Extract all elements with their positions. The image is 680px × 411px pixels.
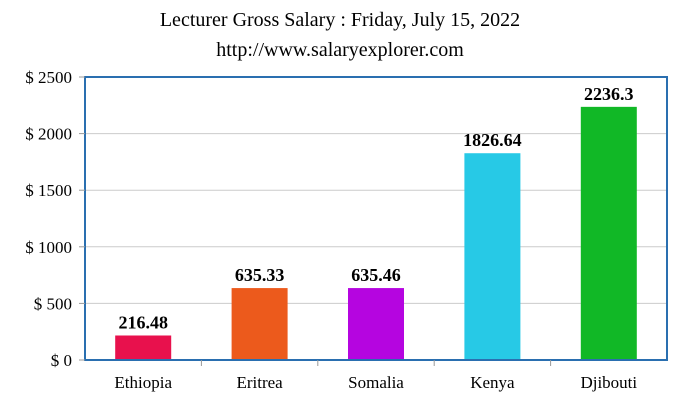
bar-somalia	[348, 288, 404, 360]
bar-eritrea	[231, 288, 288, 360]
x-tick-label: Kenya	[470, 373, 515, 392]
bar-kenya	[464, 153, 521, 360]
bars	[115, 106, 637, 361]
y-axis-ticks: $ 0 $ 500 $ 1000 $ 1500 $ 2000 $ 2500	[25, 68, 85, 370]
chart-title: Lecturer Gross Salary : Friday, July 15,…	[159, 9, 521, 31]
x-tick-label: Djibouti	[580, 373, 637, 392]
y-tick-label: $ 2000	[25, 125, 72, 144]
y-tick-label: $ 1000	[25, 238, 72, 257]
y-tick-label: $ 500	[34, 294, 72, 313]
data-label: 635.33	[235, 265, 285, 285]
y-tick-label: $ 0	[51, 351, 72, 370]
x-tick-label: Eritrea	[236, 373, 283, 392]
data-labels: 216.48 635.33 635.46 1826.64 2236.3	[118, 84, 633, 333]
bar-ethiopia	[115, 335, 172, 360]
y-tick-label: $ 1500	[25, 181, 72, 200]
data-label: 216.48	[118, 312, 168, 332]
bar-djibouti	[580, 106, 637, 361]
chart-subtitle: http://www.salaryexplorer.com	[216, 39, 464, 61]
x-axis-ticks: Ethiopia Eritrea Somalia Kenya Djibouti	[114, 360, 637, 392]
y-tick-label: $ 2500	[25, 68, 72, 87]
data-label: 1826.64	[463, 130, 522, 150]
x-tick-label: Somalia	[348, 373, 404, 392]
data-label: 2236.3	[584, 84, 634, 104]
plot-frame	[84, 76, 668, 361]
x-tick-label: Ethiopia	[114, 373, 172, 392]
data-label: 635.46	[351, 265, 401, 285]
